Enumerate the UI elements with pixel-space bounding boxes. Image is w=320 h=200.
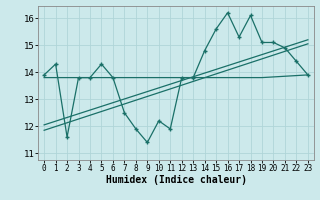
X-axis label: Humidex (Indice chaleur): Humidex (Indice chaleur)	[106, 175, 246, 185]
